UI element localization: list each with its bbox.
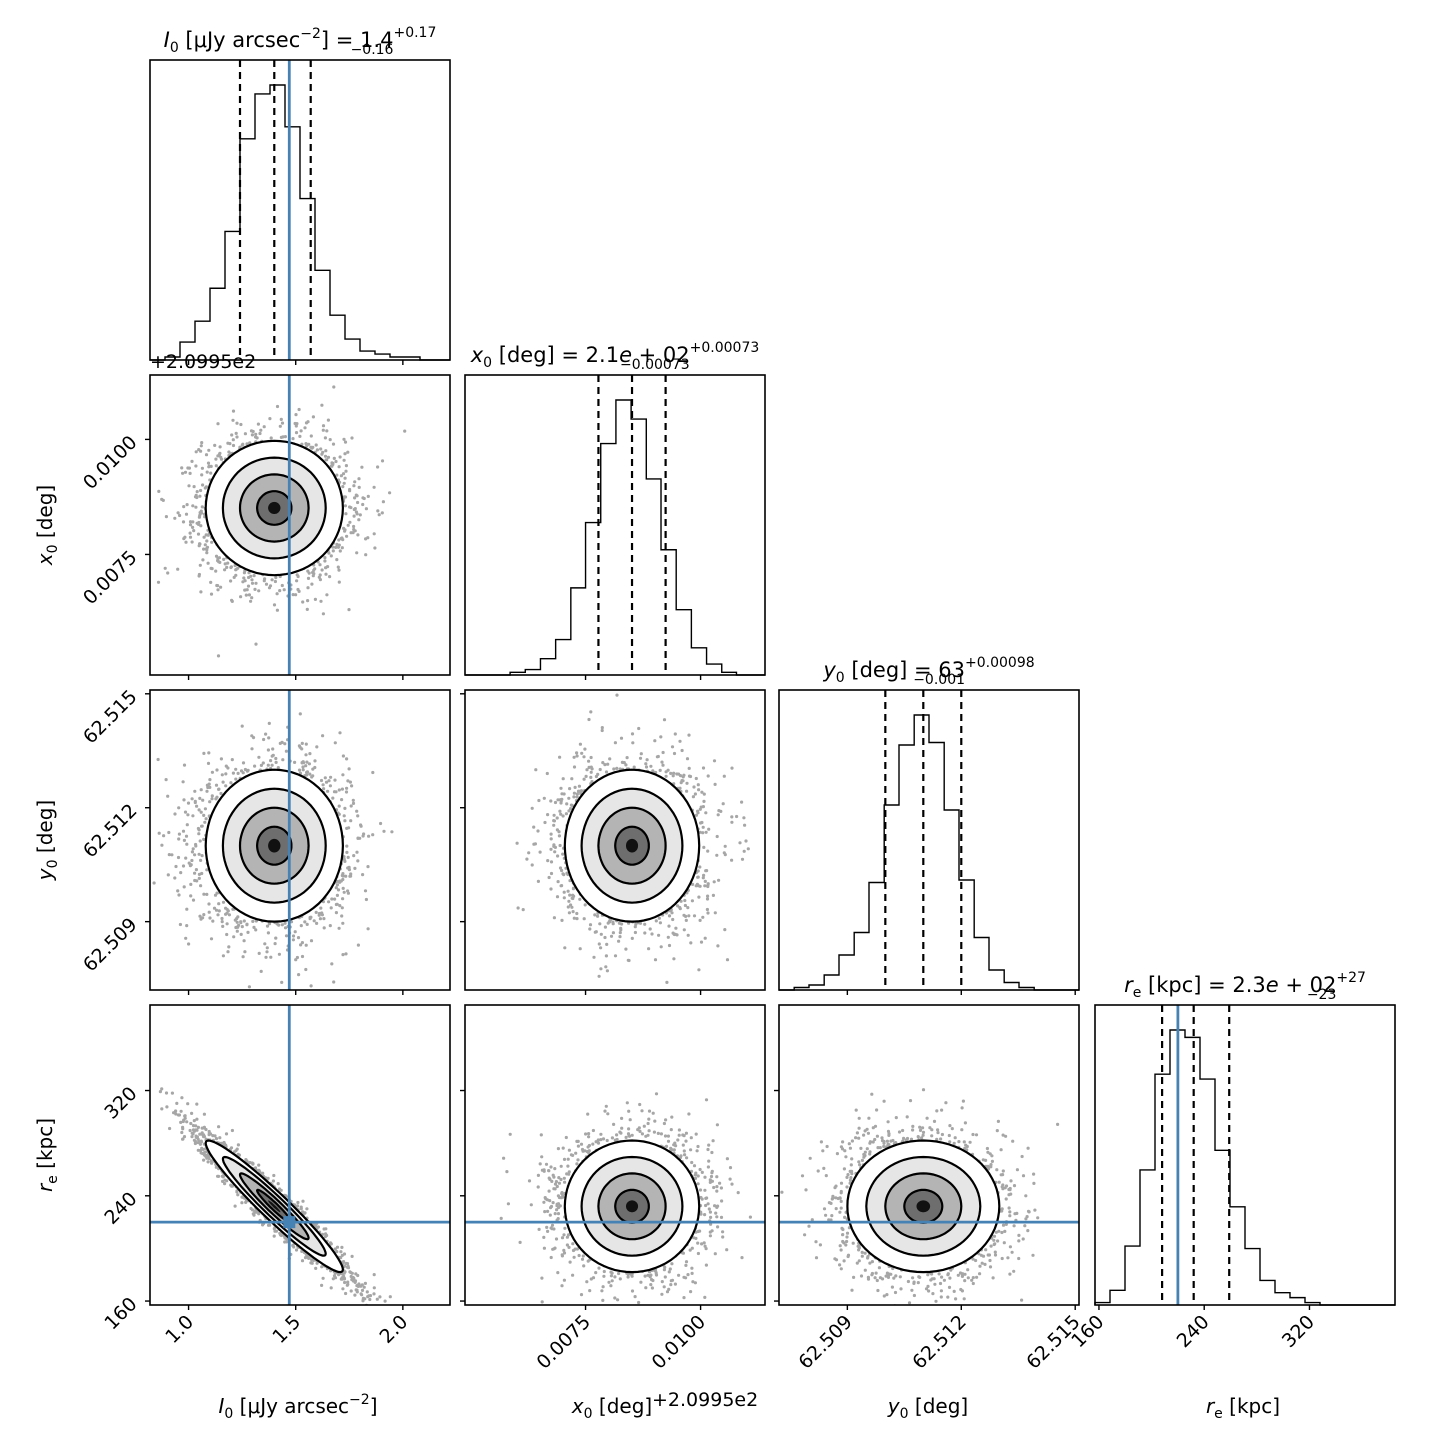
hist-panel-x0: x0 [deg] = 2.1e + 02+0.00073 −0.00073 (464, 340, 766, 680)
contour-1-x0-re (580, 1155, 684, 1257)
y-axis-label-y0: y0 [deg] (33, 800, 61, 881)
contour-2-I0-x0 (238, 473, 310, 543)
y-tick-label-x0-1: 0.0100 (79, 431, 142, 494)
x-tick-label-x0-1: 0.0100 (648, 1311, 711, 1374)
scatter-panel-x0-re (460, 1004, 766, 1310)
contour-1-y0-re (865, 1155, 982, 1257)
y-tick-label-y0-0: 62.509 (79, 914, 142, 977)
scatter-panel-I0-x0 (145, 374, 451, 680)
panel-frame-re (1094, 1004, 1396, 1306)
x-tick-label-I0-0: 1.0 (161, 1311, 198, 1348)
density-peak-I0-re (268, 1200, 281, 1213)
x-axis-label-x0: x0 [deg] (571, 1394, 652, 1422)
contour-2-I0-y0 (238, 806, 310, 885)
x-tick-label-y0-0: 62.509 (794, 1311, 857, 1374)
y-axis-label-re: re [kpc] (33, 1118, 61, 1192)
panel-title-re: re [kpc] = 2.3e + 02+27 −23 (1124, 970, 1366, 1003)
panel-frame-I0-y0 (149, 689, 451, 991)
scatter-body-y0-re (779, 1088, 1079, 1305)
scatter-body-I0-y0 (152, 690, 394, 990)
density-peak-x0-re (626, 1200, 639, 1213)
scatter-panel-x0-y0 (460, 689, 766, 995)
contour-3-I0-x0 (255, 490, 293, 526)
contour-0-x0-y0 (563, 768, 701, 923)
histogram-step-re (1094, 1029, 1395, 1306)
panel-frame-I0 (149, 59, 451, 361)
offset-text-x0-row: +2.0995e2 (150, 351, 256, 373)
hist-panel-y0: y0 [deg] = 63+0.00098 −0.001 (778, 655, 1080, 995)
y-tick-label-y0-1: 62.512 (79, 800, 142, 863)
contour-0-y0-re (846, 1139, 1001, 1274)
panel-frame-I0-x0 (149, 374, 451, 676)
histogram-step-I0 (150, 84, 450, 361)
contour-2-x0-y0 (597, 806, 667, 885)
x-tick-label-I0-2: 2.0 (375, 1311, 412, 1348)
contour-3-I0-y0 (255, 825, 293, 866)
y-tick-label-re-2: 320 (100, 1083, 141, 1124)
contour-1-I0-re (221, 1155, 327, 1257)
contour-2-y0-re (884, 1172, 963, 1241)
contour-0-x0-re (563, 1139, 701, 1274)
contour-3-y0-re (903, 1188, 944, 1224)
y-axis-label-x0: x0 [deg] (33, 485, 61, 566)
y-tick-label-x0-0: 0.0075 (79, 546, 142, 609)
y-tick-label-re-0: 160 (100, 1293, 141, 1334)
x-tick-label-re-2: 320 (1278, 1311, 1319, 1352)
panel-frame-y0-re (778, 1004, 1080, 1306)
panel-title-I0: I0 [μJy arcsec−2] = 1.4+0.17 −0.16 (164, 25, 437, 58)
scatter-body-I0-re (150, 1005, 450, 1305)
contour-3-x0-re (614, 1188, 650, 1224)
x-axis-label-I0: I0 [μJy arcsec−2] (218, 1392, 377, 1422)
scatter-body-x0-y0 (515, 693, 750, 984)
panel-title-x0: x0 [deg] = 2.1e + 02+0.00073 −0.00073 (470, 340, 760, 373)
scatter-panel-y0-re (774, 1004, 1080, 1310)
histogram-step-x0 (465, 399, 765, 676)
x-tick-label-re-1: 240 (1173, 1311, 1214, 1352)
density-peak-I0-x0 (268, 501, 281, 514)
panel-frame-x0-re (464, 1004, 766, 1306)
x-tick-label-I0-1: 1.5 (268, 1311, 305, 1348)
hist-panel-re: re [kpc] = 2.3e + 02+27 −23 (1094, 970, 1396, 1310)
density-peak-x0-y0 (626, 838, 639, 853)
scatter-body-I0-x0 (156, 375, 407, 675)
x-tick-label-x0-0: 0.0075 (533, 1311, 596, 1374)
contour-2-x0-re (597, 1172, 667, 1241)
contour-1-I0-x0 (221, 456, 327, 560)
contour-0-I0-y0 (204, 768, 345, 923)
histogram-step-y0 (779, 714, 1079, 991)
scatter-panel-I0-re (145, 1004, 451, 1310)
contour-0-I0-x0 (204, 439, 345, 577)
panel-frame-I0-re (149, 1004, 451, 1306)
contour-3-x0-y0 (614, 825, 650, 866)
y-tick-label-y0-2: 62.515 (79, 686, 142, 749)
contour-1-I0-y0 (221, 787, 327, 904)
panel-title-y0: y0 [deg] = 63+0.00098 −0.001 (822, 655, 1034, 688)
density-peak-I0-y0 (268, 838, 281, 853)
scatter-body-x0-re (465, 1092, 765, 1305)
x-axis-label-re: re [kpc] (1206, 1394, 1280, 1422)
x-axis-label-y0: y0 [deg] (887, 1394, 968, 1422)
panel-frame-x0 (464, 374, 766, 676)
scatter-panel-I0-y0 (145, 689, 451, 995)
truth-marker-I0-re (283, 1216, 296, 1229)
density-peak-y0-re (916, 1200, 931, 1213)
offset-text-x0-bottom: +2.0995e2 (652, 1389, 758, 1411)
panel-frame-y0 (778, 689, 1080, 991)
contour-1-x0-y0 (580, 787, 684, 904)
x-tick-label-y0-1: 62.512 (908, 1311, 971, 1374)
y-tick-label-re-1: 240 (100, 1188, 141, 1229)
panel-frame-x0-y0 (464, 689, 766, 991)
contour-3-I0-re (255, 1188, 293, 1224)
hist-panel-I0: I0 [μJy arcsec−2] = 1.4+0.17 −0.16 (149, 25, 451, 365)
contour-2-I0-re (238, 1172, 310, 1241)
